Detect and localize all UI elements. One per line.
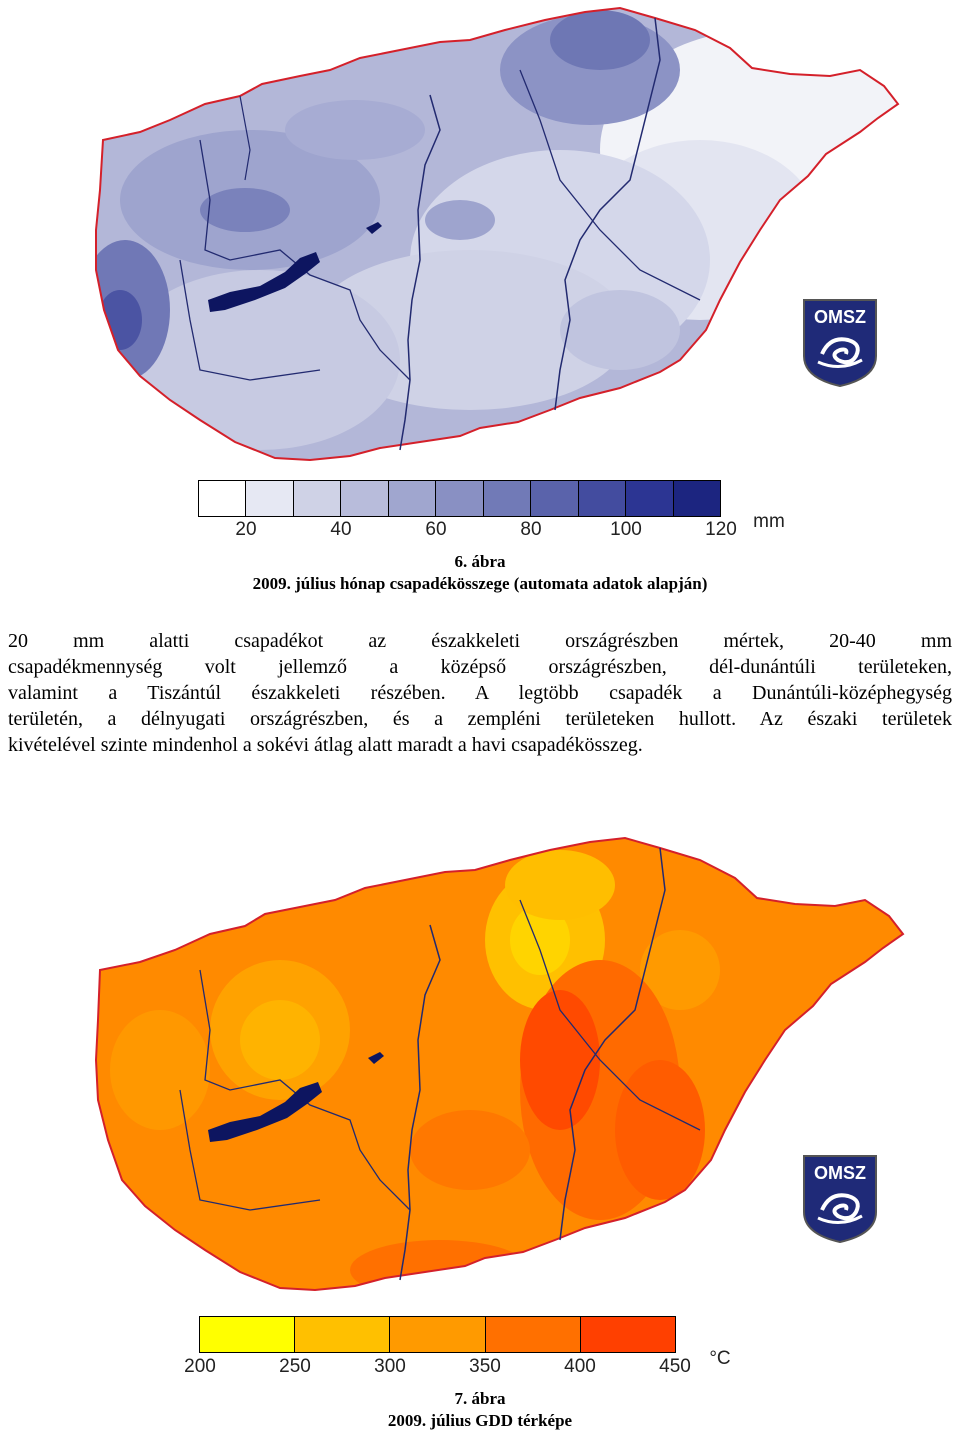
legend-color-swatch	[292, 480, 342, 517]
gdd-legend-labels: 200 250 300 350 400 450 °C	[184, 1348, 760, 1380]
paragraph-line: területén, a délnyugati országrészben, é…	[8, 708, 952, 730]
legend-tick: 250	[279, 1356, 311, 1377]
legend-color-swatch	[340, 480, 389, 517]
figure-6-number: 6. ábra	[454, 552, 506, 571]
omsz-logo: OMSZ	[803, 1155, 877, 1244]
legend-color-swatch	[199, 1316, 296, 1353]
lake-velence	[366, 222, 382, 234]
lake-velence	[368, 1052, 384, 1064]
legend-tick: 200	[184, 1356, 216, 1377]
legend-tick: 120	[705, 519, 737, 540]
legend-unit: mm	[753, 511, 785, 532]
figure-7-title: 2009. július GDD térképe	[387, 1411, 573, 1430]
legend-tick: 20	[235, 519, 257, 540]
gdd-legend-bar	[199, 1316, 676, 1353]
legend-color-swatch	[672, 480, 721, 517]
legend-color-swatch	[625, 480, 674, 517]
legend-color-swatch	[387, 480, 437, 517]
legend-unit: °C	[709, 1348, 731, 1369]
paragraph-line: valamint a Tiszántúl északkeleti részébe…	[8, 682, 952, 704]
description-paragraph: 20 mm alatti csapadékot az északkeleti o…	[8, 628, 952, 758]
paragraph-line: 20 mm alatti csapadékot az északkeleti o…	[8, 630, 952, 652]
legend-color-swatch	[482, 480, 532, 517]
legend-tick: 350	[469, 1356, 501, 1377]
figure-7-number: 7. ábra	[454, 1389, 506, 1408]
legend-tick: 80	[520, 519, 542, 540]
legend-color-swatch	[294, 1316, 391, 1353]
legend-tick: 40	[330, 519, 352, 540]
svg-text:OMSZ: OMSZ	[814, 1163, 866, 1183]
legend-color-swatch	[577, 480, 627, 517]
lake-balaton	[208, 252, 320, 312]
legend-color-swatch	[484, 1316, 581, 1353]
figure-6-title: 2009. július hónap csapadékösszege (auto…	[252, 574, 708, 593]
omsz-logo: OMSZ	[803, 299, 877, 388]
paragraph-line: csapadékmennység volt jellemző a középső…	[8, 656, 952, 678]
legend-tick: 300	[374, 1356, 406, 1377]
lake-balaton	[208, 1082, 322, 1142]
legend-tick: 400	[564, 1356, 596, 1377]
legend-color-swatch	[389, 1316, 486, 1353]
legend-tick: 450	[659, 1356, 691, 1377]
precipitation-map	[95, 7, 899, 461]
legend-color-swatch	[579, 1316, 676, 1353]
paragraph-line: kivételével szinte mindenhol a sokévi át…	[8, 734, 643, 756]
legend-color-swatch	[435, 480, 484, 517]
gdd-map	[95, 837, 904, 1291]
precipitation-legend-bar	[198, 480, 721, 517]
legend-color-swatch	[245, 480, 294, 517]
legend-tick: 60	[425, 519, 447, 540]
legend-color-swatch	[530, 480, 579, 517]
legend-tick: 100	[610, 519, 642, 540]
precipitation-legend-labels: 20 40 60 80 100 120 mm	[199, 511, 799, 543]
svg-text:OMSZ: OMSZ	[814, 307, 866, 327]
legend-color-swatch	[198, 480, 247, 517]
